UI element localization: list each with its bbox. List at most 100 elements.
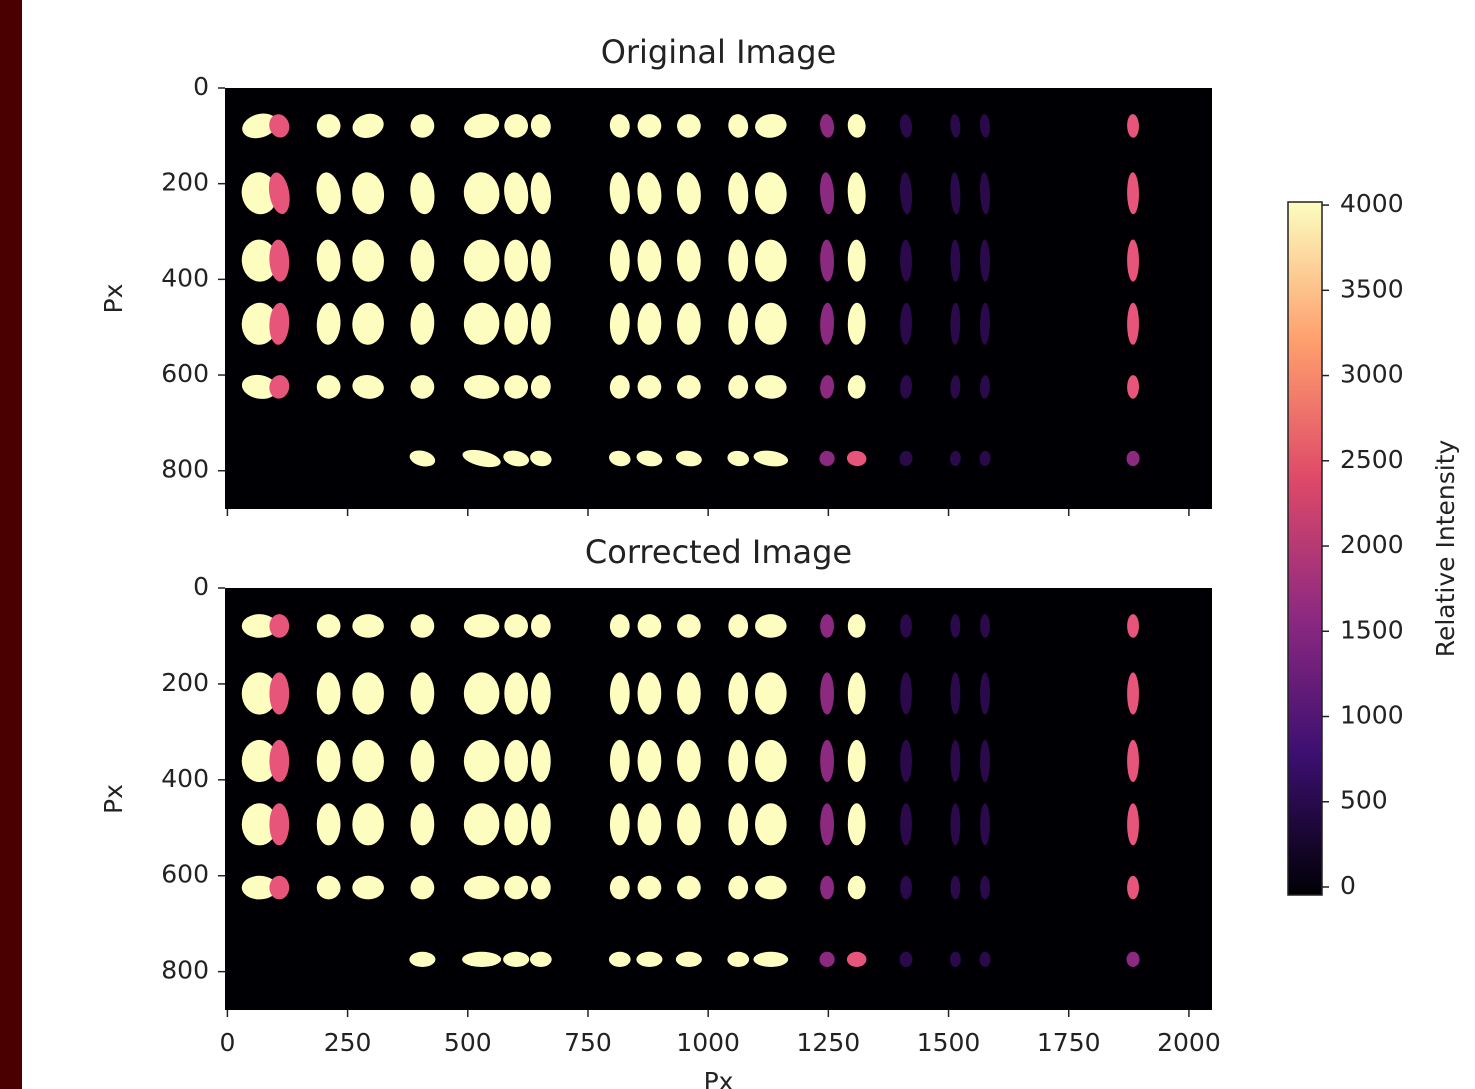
title: Original Image [601,33,837,71]
blob [899,172,913,215]
x-tick-label: 2000 [1157,1028,1221,1057]
blob [410,672,435,715]
colorbar-tick-label: 3500 [1340,274,1404,303]
blob [950,114,961,138]
blob [950,172,961,215]
title: Corrected Image [585,533,852,571]
blob [677,672,701,715]
blob [950,614,961,638]
blob [755,239,787,282]
blob [463,672,500,715]
blob [316,614,341,638]
blob [241,302,278,345]
blob [462,951,502,967]
colorbar-tick-label: 1000 [1340,701,1404,730]
y-tick-label: 800 [161,956,209,985]
y-axis-label: Px [99,784,128,814]
x-tick-label: 500 [444,1028,492,1057]
blob [269,114,290,138]
blob [316,172,341,215]
blob [637,302,662,345]
blob [637,739,662,783]
blob [410,803,435,846]
blob [728,114,749,138]
blob [753,450,789,467]
blob [820,239,834,282]
blob [637,114,662,138]
blob [846,450,867,467]
blob [727,951,750,967]
blob [609,450,631,467]
blob [609,172,630,215]
blob [637,375,662,399]
blob [847,803,866,846]
blob [900,672,912,715]
blob [1127,875,1139,900]
blob [677,239,701,282]
blob [900,739,912,783]
blob [755,375,787,399]
colorbar-tick-label: 500 [1340,786,1388,815]
blob [979,450,991,467]
blob [980,302,990,345]
blob [609,114,630,138]
image-area [225,588,1212,1010]
blob [463,614,500,638]
blob [242,113,277,139]
blob [980,614,990,638]
blob [269,375,290,399]
blob [820,672,834,715]
blob [900,375,912,399]
blob [352,614,384,638]
colorbar-tick-label: 2500 [1340,445,1404,474]
blob [609,875,630,900]
blob [899,450,913,467]
blob [636,450,663,467]
blob [677,739,701,783]
blob [847,239,866,282]
blob [410,614,435,638]
blob [269,614,290,638]
blob [637,239,662,282]
blob [637,875,662,900]
blob [352,875,384,900]
blob [847,614,866,638]
blob [241,672,278,715]
blob [410,239,435,282]
blob [819,450,835,467]
blob [979,951,991,967]
blob [504,375,529,399]
blob [463,739,500,783]
blob [847,114,866,138]
blob [949,951,961,967]
blob [609,672,630,715]
y-tick-label: 800 [161,455,209,484]
blob [728,875,749,900]
blob [352,172,385,215]
y-axis-label: Px [99,284,128,314]
blob [504,803,529,846]
blob [530,614,551,638]
blob [316,875,341,900]
blob [950,302,961,345]
blob [727,450,750,467]
blob [530,672,551,715]
blob [410,114,435,138]
colorbar-tick-label: 2000 [1340,530,1404,559]
blob [1127,239,1139,282]
blob [504,875,529,900]
colorbar-label: Relative Intensity [1431,440,1460,658]
blob [950,672,961,715]
blob [820,803,834,846]
blob [463,803,500,846]
blob [900,803,912,846]
blob [980,739,990,783]
blob [352,803,384,846]
blob [820,614,834,638]
blob [352,302,384,345]
blob [316,114,341,138]
blob [1127,672,1139,715]
blob [609,614,630,638]
blob [677,614,701,638]
